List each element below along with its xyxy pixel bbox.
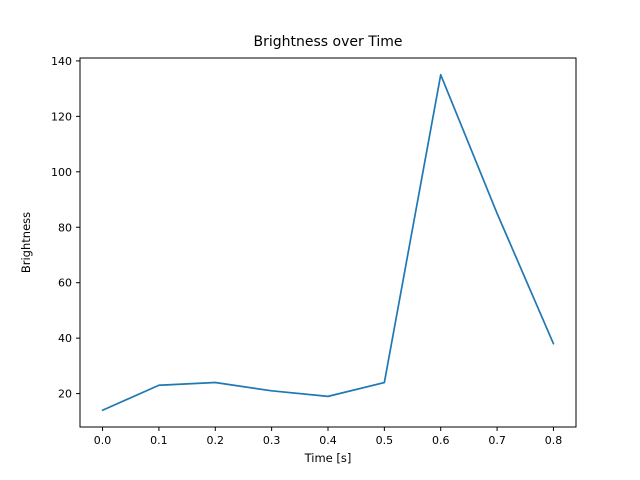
ticks-layer: 0.0 0.1 0.2 0.3 0.4 0.5 0.6 0.7 0.8 20 40 60 80 100 12… xyxy=(51,55,562,447)
y-tick-label: 20 xyxy=(58,388,72,401)
data-line-brightness xyxy=(101,73,555,412)
x-tick-label: 0.4 xyxy=(319,434,337,447)
y-tick-label: 40 xyxy=(58,332,72,345)
y-axis-label: Brightness xyxy=(19,212,33,273)
x-tick-label: 0.8 xyxy=(545,434,563,447)
y-tick-label: 120 xyxy=(51,110,72,123)
y-tick-label: 140 xyxy=(51,55,72,68)
x-axis-label: Time [s] xyxy=(304,451,352,465)
series-layer xyxy=(101,73,555,412)
x-tick-label: 0.3 xyxy=(263,434,281,447)
x-tick-label: 0.7 xyxy=(488,434,506,447)
x-tick-label: 0.6 xyxy=(432,434,450,447)
x-tick-label: 0.2 xyxy=(207,434,225,447)
y-tick-label: 100 xyxy=(51,166,72,179)
x-tick-label: 0.5 xyxy=(376,434,394,447)
plot-area xyxy=(79,57,577,428)
x-tick-label: 0.0 xyxy=(94,434,112,447)
x-tick-label: 0.1 xyxy=(150,434,168,447)
chart-title: Brightness over Time xyxy=(254,34,403,50)
y-tick-label: 60 xyxy=(58,277,72,290)
y-tick-label: 80 xyxy=(58,221,72,234)
